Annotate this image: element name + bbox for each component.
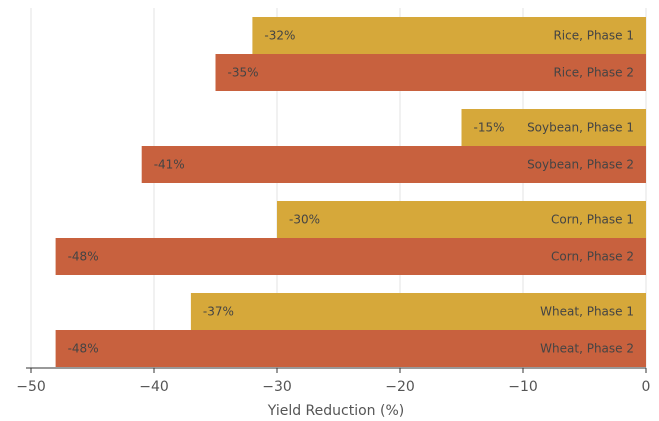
category-label: Wheat, Phase 2 (540, 342, 634, 356)
x-axis-title: Yield Reduction (%) (267, 403, 404, 419)
category-label: Rice, Phase 2 (553, 66, 634, 80)
bar (252, 17, 646, 54)
x-tick-label: −50 (16, 379, 46, 395)
bar (461, 109, 646, 146)
bar-value-label: -32% (264, 29, 295, 43)
x-tick-label: −30 (262, 379, 292, 395)
bar (277, 201, 646, 238)
bar (190, 293, 646, 330)
bar-value-label: -37% (203, 305, 234, 319)
category-label: Soybean, Phase 2 (527, 158, 634, 172)
x-tick-label: −10 (508, 379, 538, 395)
category-label: Corn, Phase 1 (551, 213, 634, 227)
bar-labels: -32% Rice, Phase 1 -35% Rice, Phase 2 -15% So… (68, 29, 634, 356)
bar (55, 330, 647, 367)
bar (141, 146, 646, 183)
bar-value-label: -30% (289, 213, 320, 227)
bar-value-label: -15% (474, 121, 505, 135)
bar-value-label: -48% (68, 342, 99, 356)
category-label: Wheat, Phase 1 (540, 305, 634, 319)
bar-value-label: -35% (228, 66, 259, 80)
x-tick-label: −40 (139, 379, 169, 395)
category-label: Corn, Phase 2 (551, 250, 634, 264)
category-label: Rice, Phase 1 (553, 29, 634, 43)
category-label: Soybean, Phase 1 (527, 121, 634, 135)
bars (55, 17, 647, 367)
bar (55, 238, 647, 275)
x-axis: −50 −40 −30 −20 −10 0 (16, 367, 651, 395)
bar (215, 54, 646, 91)
x-tick-label: 0 (642, 379, 651, 395)
bar-value-label: -41% (154, 158, 185, 172)
bar-value-label: -48% (68, 250, 99, 264)
x-tick-label: −20 (385, 379, 415, 395)
